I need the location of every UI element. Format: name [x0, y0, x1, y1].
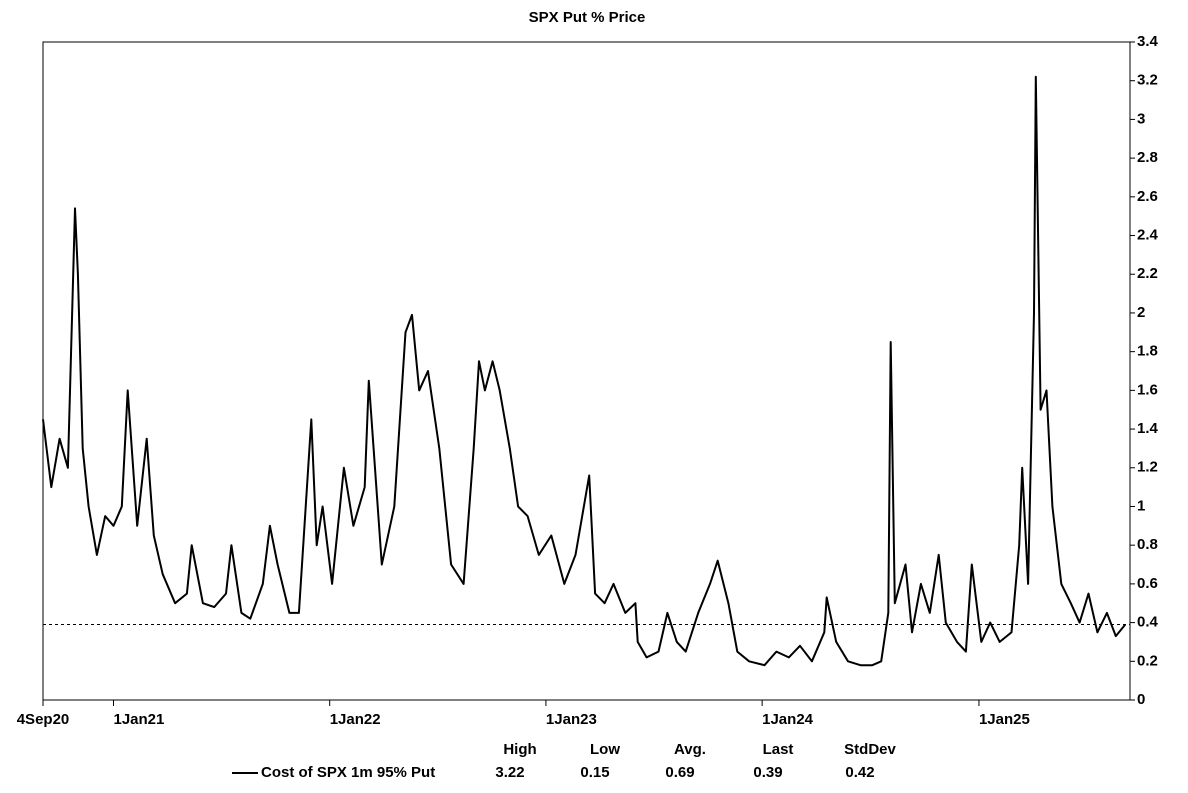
stats-header: High: [503, 741, 536, 758]
stats-header: StdDev: [844, 741, 896, 758]
y-tick-label: 1.4: [1137, 420, 1159, 437]
y-tick-label: 0: [1137, 691, 1145, 708]
stats-value: 0.15: [580, 764, 609, 781]
y-tick-label: 3: [1137, 110, 1145, 127]
y-tick-label: 1.6: [1137, 381, 1158, 398]
chart-title: SPX Put % Price: [529, 9, 646, 26]
y-tick-label: 2: [1137, 304, 1145, 321]
y-tick-label: 2.6: [1137, 188, 1158, 205]
y-tick-label: 3.2: [1137, 72, 1158, 89]
x-tick-label: 1Jan24: [762, 711, 814, 728]
y-tick-label: 1.2: [1137, 459, 1158, 476]
x-tick-label: 1Jan23: [546, 711, 597, 728]
series-line: [42, 75, 1127, 667]
y-tick-label: 0.8: [1137, 536, 1158, 553]
y-tick-label: 3.4: [1137, 33, 1159, 50]
y-tick-label: 0.6: [1137, 575, 1158, 592]
legend-label: Cost of SPX 1m 95% Put: [261, 764, 435, 781]
stats-value: 0.42: [845, 764, 874, 781]
stats-header: Avg.: [674, 741, 706, 758]
y-tick-label: 0.2: [1137, 652, 1158, 669]
stats-value: 0.69: [665, 764, 694, 781]
y-tick-label: 1.8: [1137, 343, 1158, 360]
plot-frame: [42, 41, 1131, 701]
y-tick-label: 1: [1137, 497, 1145, 514]
stats-header: Last: [763, 741, 794, 758]
stats-value: 3.22: [495, 764, 524, 781]
stats-header: Low: [590, 741, 620, 758]
y-tick-label: 2.2: [1137, 265, 1158, 282]
y-tick-label: 0.4: [1137, 614, 1159, 631]
x-tick-label: 1Jan22: [330, 711, 381, 728]
stats-value: 0.39: [753, 764, 782, 781]
y-tick-label: 2.4: [1137, 226, 1159, 243]
x-tick-label: 1Jan25: [979, 711, 1030, 728]
y-tick-label: 2.8: [1137, 149, 1158, 166]
x-tick-label: 4Sep20: [17, 711, 70, 728]
x-tick-label: 1Jan21: [113, 711, 164, 728]
